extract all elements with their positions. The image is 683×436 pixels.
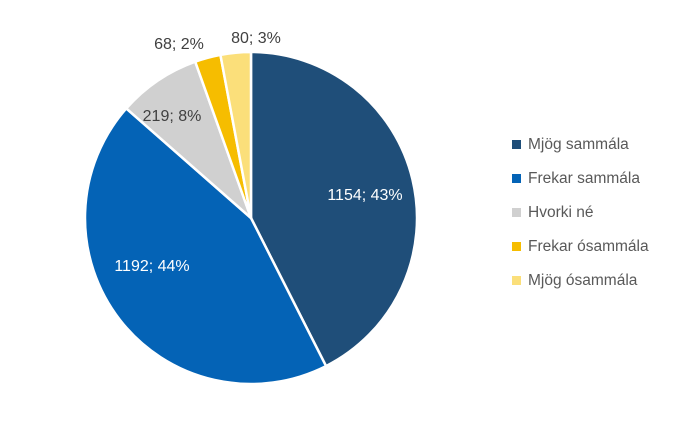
legend-swatch-hvorki-ne bbox=[512, 208, 521, 217]
pie-data-labels: 1154; 43% 1192; 44% 219; 8% 68; 2% 80; 3% bbox=[114, 30, 402, 275]
data-label-frekar-osammala: 68; 2% bbox=[154, 36, 204, 53]
pie-slices bbox=[83, 50, 419, 386]
legend-label-mjog-osammala: Mjög ósammála bbox=[528, 272, 638, 289]
data-label-hvorki-ne: 219; 8% bbox=[143, 108, 202, 125]
data-label-frekar-sammala: 1192; 44% bbox=[114, 258, 189, 275]
legend-item-frekar-osammala: Frekar ósammála bbox=[512, 238, 649, 255]
legend-label-frekar-osammala: Frekar ósammála bbox=[528, 238, 649, 255]
legend-item-mjog-sammala: Mjög sammála bbox=[512, 136, 629, 153]
legend-label-frekar-sammala: Frekar sammála bbox=[528, 170, 640, 187]
pie-slice-mjog-osammala bbox=[219, 50, 253, 220]
legend-swatch-mjog-osammala bbox=[512, 276, 521, 285]
legend-swatch-mjog-sammala bbox=[512, 140, 521, 149]
legend-item-frekar-sammala: Frekar sammála bbox=[512, 170, 640, 187]
pie-slice-frekar-sammala bbox=[83, 107, 328, 386]
legend-swatch-frekar-osammala bbox=[512, 242, 521, 251]
legend-label-hvorki-ne: Hvorki né bbox=[528, 204, 593, 221]
legend-item-hvorki-ne: Hvorki né bbox=[512, 204, 593, 221]
data-label-mjog-osammala: 80; 3% bbox=[231, 30, 281, 47]
pie-slice-mjog-sammala bbox=[249, 50, 419, 368]
legend: Mjög sammála Frekar sammála Hvorki né Freka… bbox=[512, 136, 649, 289]
data-label-mjog-sammala: 1154; 43% bbox=[327, 187, 402, 204]
legend-label-mjog-sammala: Mjög sammála bbox=[528, 136, 629, 153]
legend-swatch-frekar-sammala bbox=[512, 174, 521, 183]
legend-item-mjog-osammala: Mjög ósammála bbox=[512, 272, 638, 289]
